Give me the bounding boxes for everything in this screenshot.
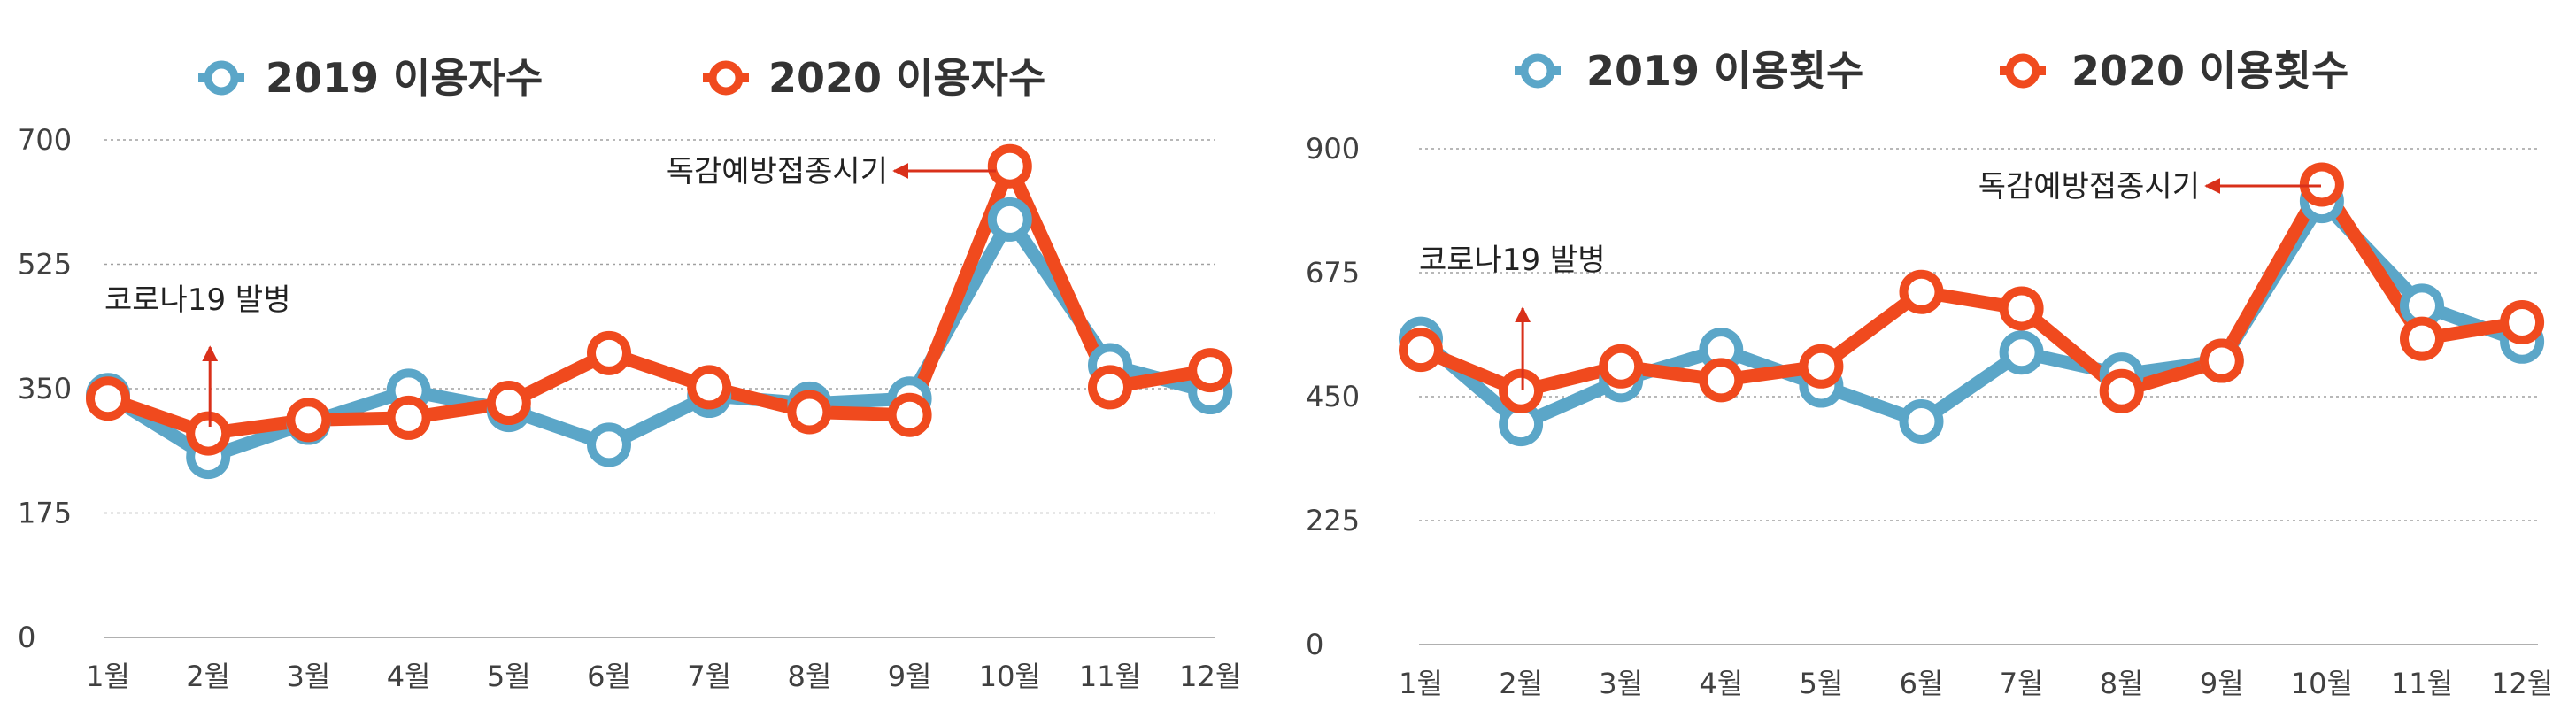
data-point [1999,330,2044,375]
x-tick-label: 3월 [1599,667,1643,700]
x-tick-label: 2월 [186,660,230,693]
data-point [1188,348,1233,393]
y-tick-label: 175 [18,497,72,530]
y-tick-label: 900 [1306,132,1360,166]
data-point [1599,344,1644,389]
data-point [587,422,631,467]
data-point [1999,286,2044,331]
x-tick-label: 12월 [1179,660,1241,693]
legend-label: 2020 이용횟수 [2071,47,2348,95]
y-tick-label: 675 [1306,256,1360,290]
data-point [186,411,231,456]
data-point [486,381,531,426]
x-tick-label: 1월 [86,660,130,693]
x-tick-label: 7월 [687,660,731,693]
x-tick-label: 3월 [286,660,330,693]
x-tick-label: 10월 [2291,667,2353,700]
x-tick-label: 6월 [1900,667,1944,700]
x-tick-label: 8월 [2100,667,2144,700]
x-tick-label: 4월 [387,660,431,693]
x-tick-label: 4월 [1699,667,1743,700]
y-tick-label: 0 [1306,628,1323,661]
y-tick-label: 525 [18,248,72,282]
x-tick-label: 10월 [979,660,1041,693]
legend-swatch-marker [2005,53,2040,89]
data-point [86,376,130,421]
legend-swatch-marker [204,60,239,96]
data-point [987,143,1032,189]
data-point [1899,269,1944,314]
data-point [1499,368,1544,413]
x-tick-label: 7월 [2000,667,2044,700]
data-point [787,390,832,435]
y-tick-label: 0 [18,621,35,654]
data-point [2400,316,2444,361]
x-tick-label: 9월 [2200,667,2244,700]
y-tick-label: 350 [18,372,72,405]
series-line [1414,177,2529,398]
data-point [1799,344,1844,389]
data-point [286,398,331,443]
legend-label: 2019 이용자수 [266,54,543,102]
legend-label: 2020 이용자수 [768,54,1045,102]
data-point [2500,300,2545,344]
x-tick-label: 9월 [888,660,932,693]
y-tick-label: 450 [1306,380,1360,413]
data-point [2199,338,2244,383]
annotation-outbreak: 코로나19 발병 [1419,243,1605,278]
x-tick-label: 1월 [1399,667,1443,700]
x-tick-label: 5월 [487,660,531,693]
data-point [1699,358,1744,403]
x-tick-label: 11월 [2391,667,2453,700]
x-tick-label: 12월 [2491,667,2553,700]
data-point [1399,328,1443,373]
x-tick-label: 5월 [1799,667,1843,700]
data-point [1088,365,1132,410]
legend-label: 2019 이용횟수 [1586,47,1863,95]
data-point [687,365,732,410]
user-count-chart: 0 175 350 525 700 1월 2월 3월 4월 5월 6월 7월 8월 9월 10월 11월 12월… [18,54,1241,693]
annotation-flu-vaccine: 독감예방접종시기 [1978,169,2200,205]
x-tick-label: 6월 [587,660,631,693]
x-tick-label: 11월 [1079,660,1141,693]
x-tick-label: 8월 [787,660,831,693]
annotation-flu-vaccine: 독감예방접종시기 [667,154,888,189]
x-tick-label: 2월 [1499,667,1543,700]
legend-swatch-marker [708,60,744,96]
data-point [587,330,631,375]
data-point [2099,368,2144,413]
data-point [987,197,1032,242]
data-point [1899,399,1944,444]
y-tick-label: 225 [1306,504,1360,537]
data-point [2299,162,2344,207]
annotation-outbreak: 코로나19 발병 [104,282,290,318]
y-tick-label: 700 [18,123,72,157]
usage-count-chart: 0 225 450 675 900 1월 2월 3월 4월 5월 6월 7월 8월 9월 10월 11월 12월… [1306,47,2553,700]
legend-swatch-marker [1520,53,1555,89]
data-point [386,395,431,440]
data-point [887,392,932,437]
